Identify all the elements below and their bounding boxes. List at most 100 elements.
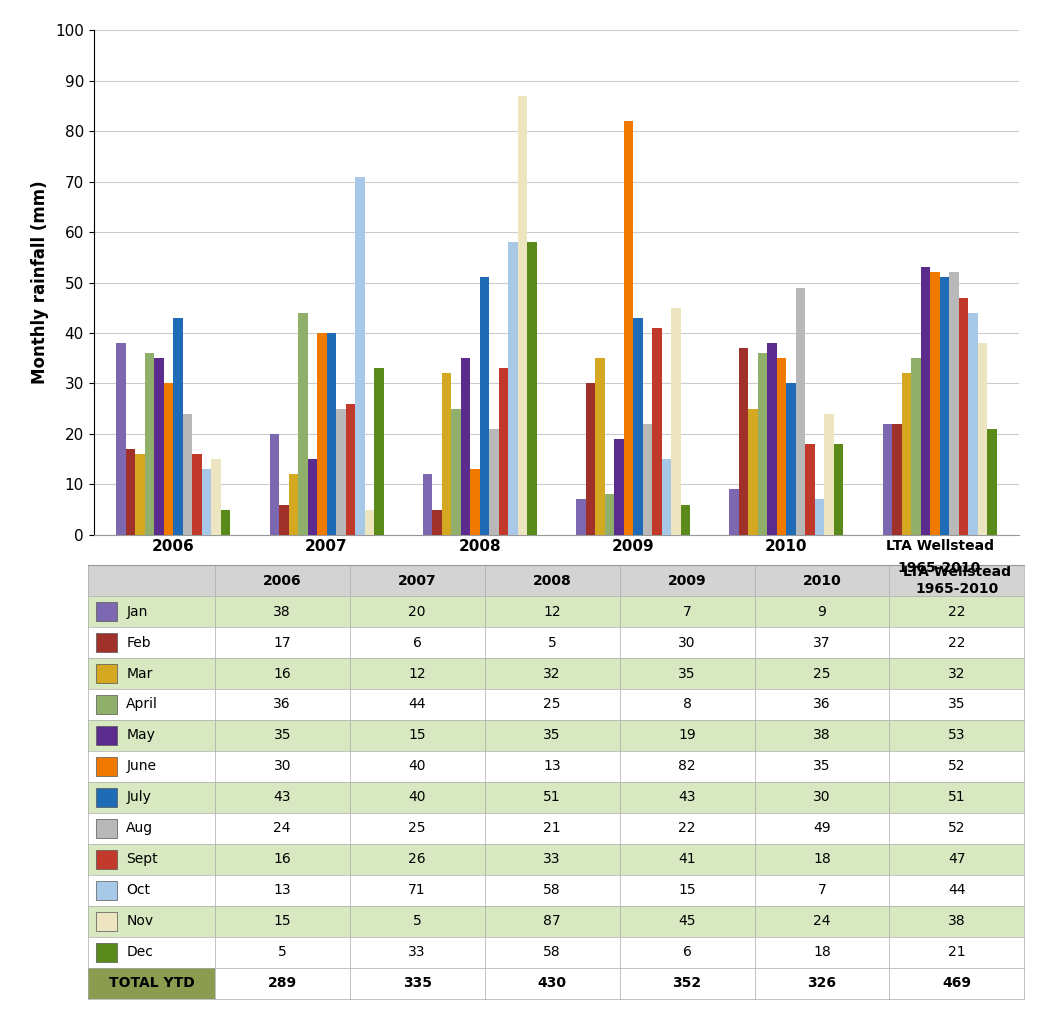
Text: 43: 43 <box>274 790 291 804</box>
Bar <box>604 494 614 535</box>
Bar <box>920 267 930 535</box>
Bar <box>768 343 777 535</box>
Text: 43: 43 <box>678 790 696 804</box>
Text: 52: 52 <box>948 760 966 774</box>
Text: 7: 7 <box>817 884 827 897</box>
Text: 44: 44 <box>409 697 426 711</box>
Text: 32: 32 <box>948 667 966 680</box>
Bar <box>288 474 298 535</box>
Text: 2006: 2006 <box>152 539 194 554</box>
Text: 25: 25 <box>409 821 426 835</box>
Bar <box>930 272 939 535</box>
Text: 40: 40 <box>409 760 426 774</box>
Text: 22: 22 <box>948 636 966 650</box>
Bar <box>451 409 461 535</box>
Bar <box>661 459 671 535</box>
Bar <box>968 313 978 535</box>
Text: 24: 24 <box>813 914 831 928</box>
Text: 5: 5 <box>548 636 556 650</box>
Bar <box>279 504 288 535</box>
Text: 36: 36 <box>274 697 291 711</box>
Text: 35: 35 <box>813 760 831 774</box>
Text: 6: 6 <box>682 945 692 960</box>
Text: 17: 17 <box>274 636 291 650</box>
Bar <box>671 308 680 535</box>
Bar <box>355 177 365 535</box>
Bar <box>211 459 220 535</box>
Text: 35: 35 <box>274 728 291 743</box>
Bar <box>576 499 586 535</box>
FancyBboxPatch shape <box>96 664 118 683</box>
FancyBboxPatch shape <box>96 601 118 622</box>
Bar <box>461 358 470 535</box>
FancyBboxPatch shape <box>96 725 118 746</box>
Bar <box>595 358 604 535</box>
Text: 30: 30 <box>813 790 831 804</box>
Text: 30: 30 <box>274 760 291 774</box>
Text: 32: 32 <box>543 667 561 680</box>
Bar <box>902 373 911 535</box>
Text: Jan: Jan <box>126 604 148 619</box>
Text: 7: 7 <box>682 604 692 619</box>
Bar <box>758 353 768 535</box>
Bar <box>518 96 527 535</box>
Bar <box>911 358 920 535</box>
Bar <box>433 510 442 535</box>
Text: 352: 352 <box>673 977 702 991</box>
Text: 15: 15 <box>274 914 291 928</box>
Bar <box>834 444 843 535</box>
Text: Feb: Feb <box>126 636 151 650</box>
Text: 37: 37 <box>813 636 831 650</box>
Text: 2007: 2007 <box>305 539 347 554</box>
Bar <box>174 318 183 535</box>
Bar <box>614 439 624 535</box>
Text: 13: 13 <box>543 760 561 774</box>
Bar <box>805 444 814 535</box>
Text: 18: 18 <box>813 945 831 960</box>
Text: 41: 41 <box>678 853 696 867</box>
Bar <box>126 449 135 535</box>
Text: 15: 15 <box>409 728 426 743</box>
Text: 335: 335 <box>402 977 432 991</box>
Text: 326: 326 <box>807 977 836 991</box>
Text: 20: 20 <box>409 604 426 619</box>
Text: 13: 13 <box>274 884 291 897</box>
Text: 24: 24 <box>274 821 291 835</box>
Bar <box>680 504 690 535</box>
Text: 35: 35 <box>678 667 696 680</box>
Text: 35: 35 <box>543 728 561 743</box>
Text: 2010: 2010 <box>803 573 841 587</box>
FancyBboxPatch shape <box>96 633 118 653</box>
FancyBboxPatch shape <box>96 788 118 807</box>
Text: 47: 47 <box>948 853 966 867</box>
Bar <box>950 272 959 535</box>
Text: 25: 25 <box>543 697 561 711</box>
Bar <box>883 424 892 535</box>
Bar <box>327 333 336 535</box>
Bar <box>202 469 211 535</box>
Text: Sept: Sept <box>126 853 158 867</box>
Text: 38: 38 <box>274 604 291 619</box>
Text: 36: 36 <box>813 697 831 711</box>
Bar <box>796 288 805 535</box>
Bar <box>892 424 902 535</box>
Text: 18: 18 <box>813 853 831 867</box>
Bar <box>527 242 537 535</box>
Text: 33: 33 <box>409 945 426 960</box>
Text: Mar: Mar <box>126 667 153 680</box>
Text: 8: 8 <box>682 697 692 711</box>
FancyBboxPatch shape <box>96 911 118 931</box>
Bar <box>978 343 987 535</box>
Text: 469: 469 <box>942 977 971 991</box>
Text: 2009: 2009 <box>668 573 706 587</box>
Text: April: April <box>126 697 158 711</box>
Text: 26: 26 <box>409 853 426 867</box>
FancyBboxPatch shape <box>96 850 118 870</box>
Bar <box>479 277 489 535</box>
Text: LTA Wellstead
1965-2010: LTA Wellstead 1965-2010 <box>903 565 1011 595</box>
Text: 38: 38 <box>948 914 966 928</box>
Text: 2007: 2007 <box>398 573 437 587</box>
Bar <box>183 414 192 535</box>
Text: 71: 71 <box>409 884 426 897</box>
Text: Dec: Dec <box>126 945 153 960</box>
